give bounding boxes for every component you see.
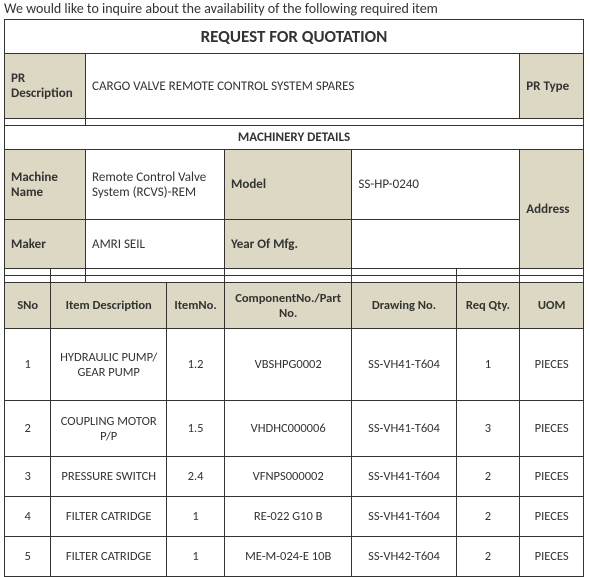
table-row: 3 PRESSURE SWITCH 2.4 VFNPS000002 SS-VH4… bbox=[5, 457, 584, 497]
cell-draw: SS-VH41-T604 bbox=[352, 497, 456, 537]
spacer-row-3 bbox=[5, 276, 584, 283]
cell-comp: VBSHPG0002 bbox=[224, 329, 351, 401]
cell-uom: PIECES bbox=[520, 401, 584, 457]
table-row: 5 FILTER CATRIDGE 1 ME-M-024-E 10B SS-VH… bbox=[5, 537, 584, 577]
col-sno: SNo bbox=[5, 283, 51, 329]
year-value bbox=[352, 220, 520, 269]
pr-desc-value: CARGO VALVE REMOTE CONTROL SYSTEM SPARES bbox=[86, 54, 520, 119]
col-comp: ComponentNo./Part No. bbox=[224, 283, 351, 329]
machine-row-1: Machine Name Remote Control Valve System… bbox=[5, 150, 584, 220]
cell-itemno: 1 bbox=[167, 537, 225, 577]
machine-name-label: Machine Name bbox=[5, 150, 86, 220]
cell-sno: 2 bbox=[5, 401, 51, 457]
cell-itemno: 1.5 bbox=[167, 401, 225, 457]
spacer-row-1 bbox=[5, 119, 584, 126]
pr-desc-label: PR Description bbox=[5, 54, 86, 119]
cell-qty: 2 bbox=[456, 497, 520, 537]
col-qty: Req Qty. bbox=[456, 283, 520, 329]
col-itemno: ItemNo. bbox=[167, 283, 225, 329]
address-label: Address bbox=[520, 150, 584, 269]
table-row: 1 HYDRAULIC PUMP/ GEAR PUMP 1.2 VBSHPG00… bbox=[5, 329, 584, 401]
cell-sno: 1 bbox=[5, 329, 51, 401]
cell-sno: 4 bbox=[5, 497, 51, 537]
column-header-row: SNo Item Description ItemNo. ComponentNo… bbox=[5, 283, 584, 329]
cell-sno: 5 bbox=[5, 537, 51, 577]
col-desc: Item Description bbox=[51, 283, 167, 329]
machine-row-2: Maker AMRI SEIL Year Of Mfg. bbox=[5, 220, 584, 269]
cell-draw: SS-VH41-T604 bbox=[352, 329, 456, 401]
spacer-row-2 bbox=[5, 269, 584, 276]
cell-desc: COUPLING MOTOR P/P bbox=[51, 401, 167, 457]
title-row: REQUEST FOR QUOTATION bbox=[5, 20, 584, 54]
maker-value: AMRI SEIL bbox=[86, 220, 225, 269]
form-title: REQUEST FOR QUOTATION bbox=[5, 20, 584, 54]
cell-uom: PIECES bbox=[520, 329, 584, 401]
table-row: 2 COUPLING MOTOR P/P 1.5 VHDHC000006 SS-… bbox=[5, 401, 584, 457]
cell-desc: FILTER CATRIDGE bbox=[51, 537, 167, 577]
rfq-table: REQUEST FOR QUOTATION PR Description CAR… bbox=[4, 19, 584, 577]
machine-name-value: Remote Control Valve System (RCVS)-REM bbox=[86, 150, 225, 220]
cell-itemno: 1.2 bbox=[167, 329, 225, 401]
cell-uom: PIECES bbox=[520, 537, 584, 577]
year-label: Year Of Mfg. bbox=[224, 220, 351, 269]
cell-uom: PIECES bbox=[520, 497, 584, 537]
cell-desc: PRESSURE SWITCH bbox=[51, 457, 167, 497]
cell-desc: FILTER CATRIDGE bbox=[51, 497, 167, 537]
model-value: SS-HP-0240 bbox=[352, 150, 520, 220]
machinery-header: MACHINERY DETAILS bbox=[5, 126, 584, 150]
col-draw: Drawing No. bbox=[352, 283, 456, 329]
cell-sno: 3 bbox=[5, 457, 51, 497]
cell-qty: 1 bbox=[456, 329, 520, 401]
cell-comp: VFNPS000002 bbox=[224, 457, 351, 497]
cell-qty: 3 bbox=[456, 401, 520, 457]
cell-comp: ME-M-024-E 10B bbox=[224, 537, 351, 577]
cell-comp: VHDHC000006 bbox=[224, 401, 351, 457]
pr-row: PR Description CARGO VALVE REMOTE CONTRO… bbox=[5, 54, 584, 119]
cell-draw: SS-VH42-T604 bbox=[352, 537, 456, 577]
cell-itemno: 1 bbox=[167, 497, 225, 537]
cell-qty: 2 bbox=[456, 457, 520, 497]
cell-desc: HYDRAULIC PUMP/ GEAR PUMP bbox=[51, 329, 167, 401]
intro-text: We would like to inquire about the avail… bbox=[0, 0, 590, 19]
cell-comp: RE-022 G10 B bbox=[224, 497, 351, 537]
maker-label: Maker bbox=[5, 220, 86, 269]
table-row: 4 FILTER CATRIDGE 1 RE-022 G10 B SS-VH41… bbox=[5, 497, 584, 537]
cell-itemno: 2.4 bbox=[167, 457, 225, 497]
cell-draw: SS-VH41-T604 bbox=[352, 457, 456, 497]
model-label: Model bbox=[224, 150, 351, 220]
pr-type-label: PR Type bbox=[520, 54, 584, 119]
cell-qty: 2 bbox=[456, 537, 520, 577]
machinery-header-row: MACHINERY DETAILS bbox=[5, 126, 584, 150]
col-uom: UOM bbox=[520, 283, 584, 329]
cell-uom: PIECES bbox=[520, 457, 584, 497]
cell-draw: SS-VH41-T604 bbox=[352, 401, 456, 457]
